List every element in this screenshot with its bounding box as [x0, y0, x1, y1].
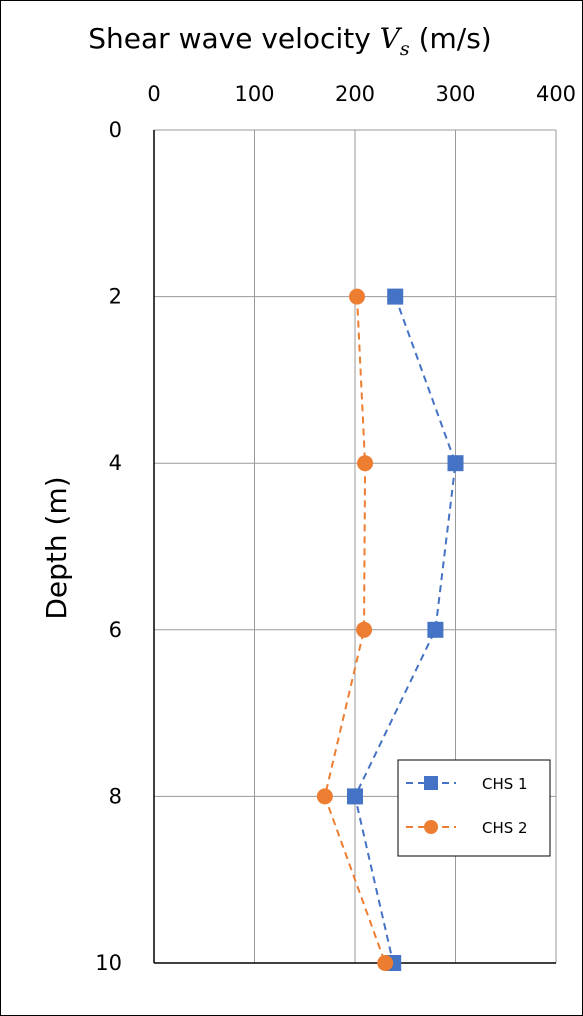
data-point — [447, 455, 464, 472]
data-point — [377, 955, 394, 971]
y-tick-label: 4 — [109, 451, 122, 475]
y-tick-label: 6 — [109, 618, 122, 642]
legend-entry: CHS 1 — [406, 775, 528, 793]
legend-label: CHS 2 — [482, 819, 528, 837]
series-line — [323, 296, 387, 964]
data-point — [424, 820, 438, 834]
x-tick-label: 300 — [435, 82, 475, 106]
data-point — [387, 288, 404, 305]
series-2 — [316, 288, 394, 971]
y-tick-label: 8 — [109, 784, 122, 808]
data-point — [316, 788, 333, 805]
data-point — [347, 788, 363, 805]
series-layer — [316, 288, 464, 971]
data-point — [357, 455, 374, 472]
legend-entry: CHS 2 — [406, 819, 528, 837]
x-tick-label: 400 — [536, 82, 576, 106]
y-axis-title: Depth (m) — [40, 476, 73, 619]
legend-box — [397, 759, 551, 857]
data-point — [349, 288, 366, 305]
data-point — [424, 776, 438, 790]
y-tick-label: 10 — [95, 951, 122, 975]
tick-labels: 0 100 200 300 400 0 2 4 6 8 10 — [95, 82, 576, 975]
legend: CHS 1 CHS 2 — [397, 759, 551, 857]
grid-layer — [153, 129, 557, 964]
x-tick-label: 0 — [147, 82, 160, 106]
x-axis-title: Shear wave velocity Vs (m/s) — [88, 22, 491, 60]
x-tick-label: 200 — [335, 82, 375, 106]
legend-label: CHS 1 — [482, 775, 528, 793]
y-tick-label: 0 — [109, 118, 122, 142]
x-tick-label: 100 — [234, 82, 274, 106]
y-tick-label: 2 — [109, 285, 122, 309]
data-point — [427, 621, 444, 638]
data-point — [356, 621, 373, 638]
